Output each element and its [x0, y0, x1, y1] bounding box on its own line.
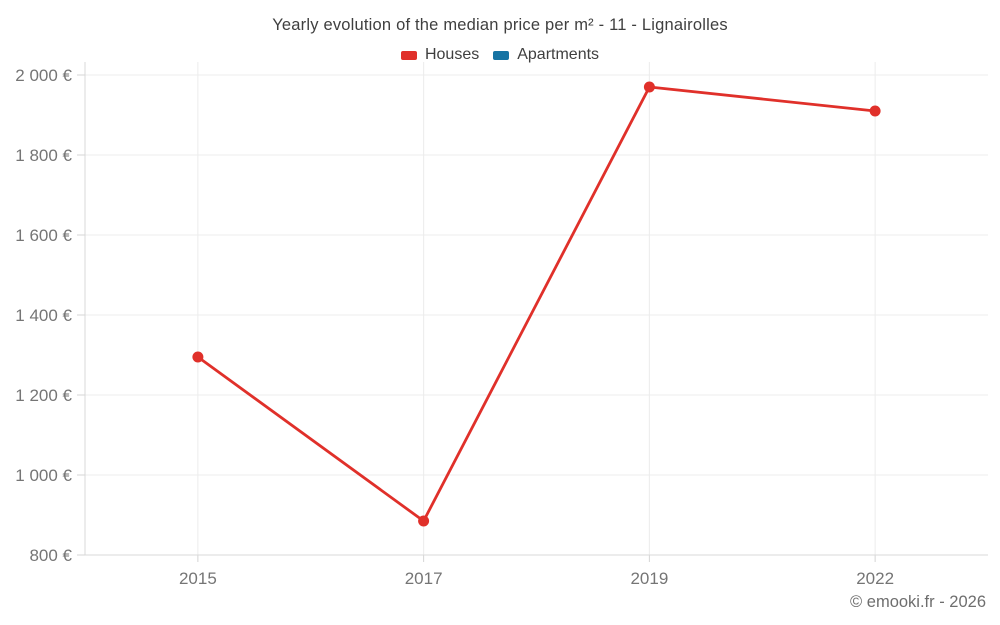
y-axis-label: 1 400 €	[15, 306, 72, 325]
houses-series-swatch-icon	[400, 50, 417, 60]
y-axis-label: 1 800 €	[15, 146, 72, 165]
y-axis-label: 1 200 €	[15, 386, 72, 405]
legend-label-houses: Houses	[424, 46, 480, 63]
chart-title: Yearly evolution of the median price per…	[272, 16, 728, 34]
x-axis-label: 2019	[630, 569, 668, 588]
series-line-houses	[196, 85, 877, 523]
data-point-houses-2019[interactable]	[643, 81, 655, 93]
legend-label-apartments: Apartments	[517, 46, 600, 63]
y-axis-label: 2 000 €	[15, 66, 72, 85]
y-axis-label: 1 600 €	[15, 226, 72, 245]
x-axis-label: 2017	[405, 569, 443, 588]
legend-item-apartments[interactable]: Apartments	[493, 46, 599, 64]
data-point-houses-2015[interactable]	[192, 351, 204, 363]
legend-item-houses[interactable]: Houses	[400, 46, 480, 64]
y-axis-label: 1 000 €	[15, 466, 72, 485]
apartments-series-swatch-icon	[493, 50, 510, 60]
x-axis-label: 2015	[179, 569, 217, 588]
x-axis-label: 2022	[856, 569, 894, 588]
data-point-houses-2022[interactable]	[869, 105, 881, 117]
data-point-houses-2017[interactable]	[418, 515, 430, 527]
y-axis-label: 800 €	[29, 546, 72, 565]
chart-legend: Houses Apartments	[0, 46, 1000, 64]
copyright-watermark: © emooki.fr - 2026	[850, 593, 986, 611]
